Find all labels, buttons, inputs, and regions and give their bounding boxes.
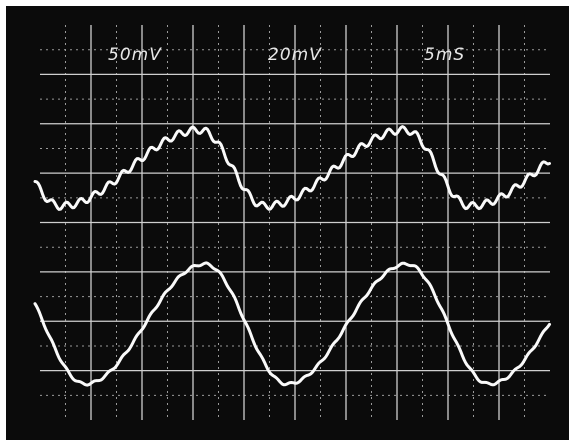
graticule [40, 25, 550, 420]
channel-2-scale: 20mV [268, 45, 322, 65]
trace-channel-2 [33, 261, 551, 387]
channel-1-scale: 50mV [108, 45, 162, 65]
trace-channel-1 [33, 125, 551, 211]
timebase-scale: 5mS [424, 45, 465, 65]
traces [33, 125, 551, 387]
